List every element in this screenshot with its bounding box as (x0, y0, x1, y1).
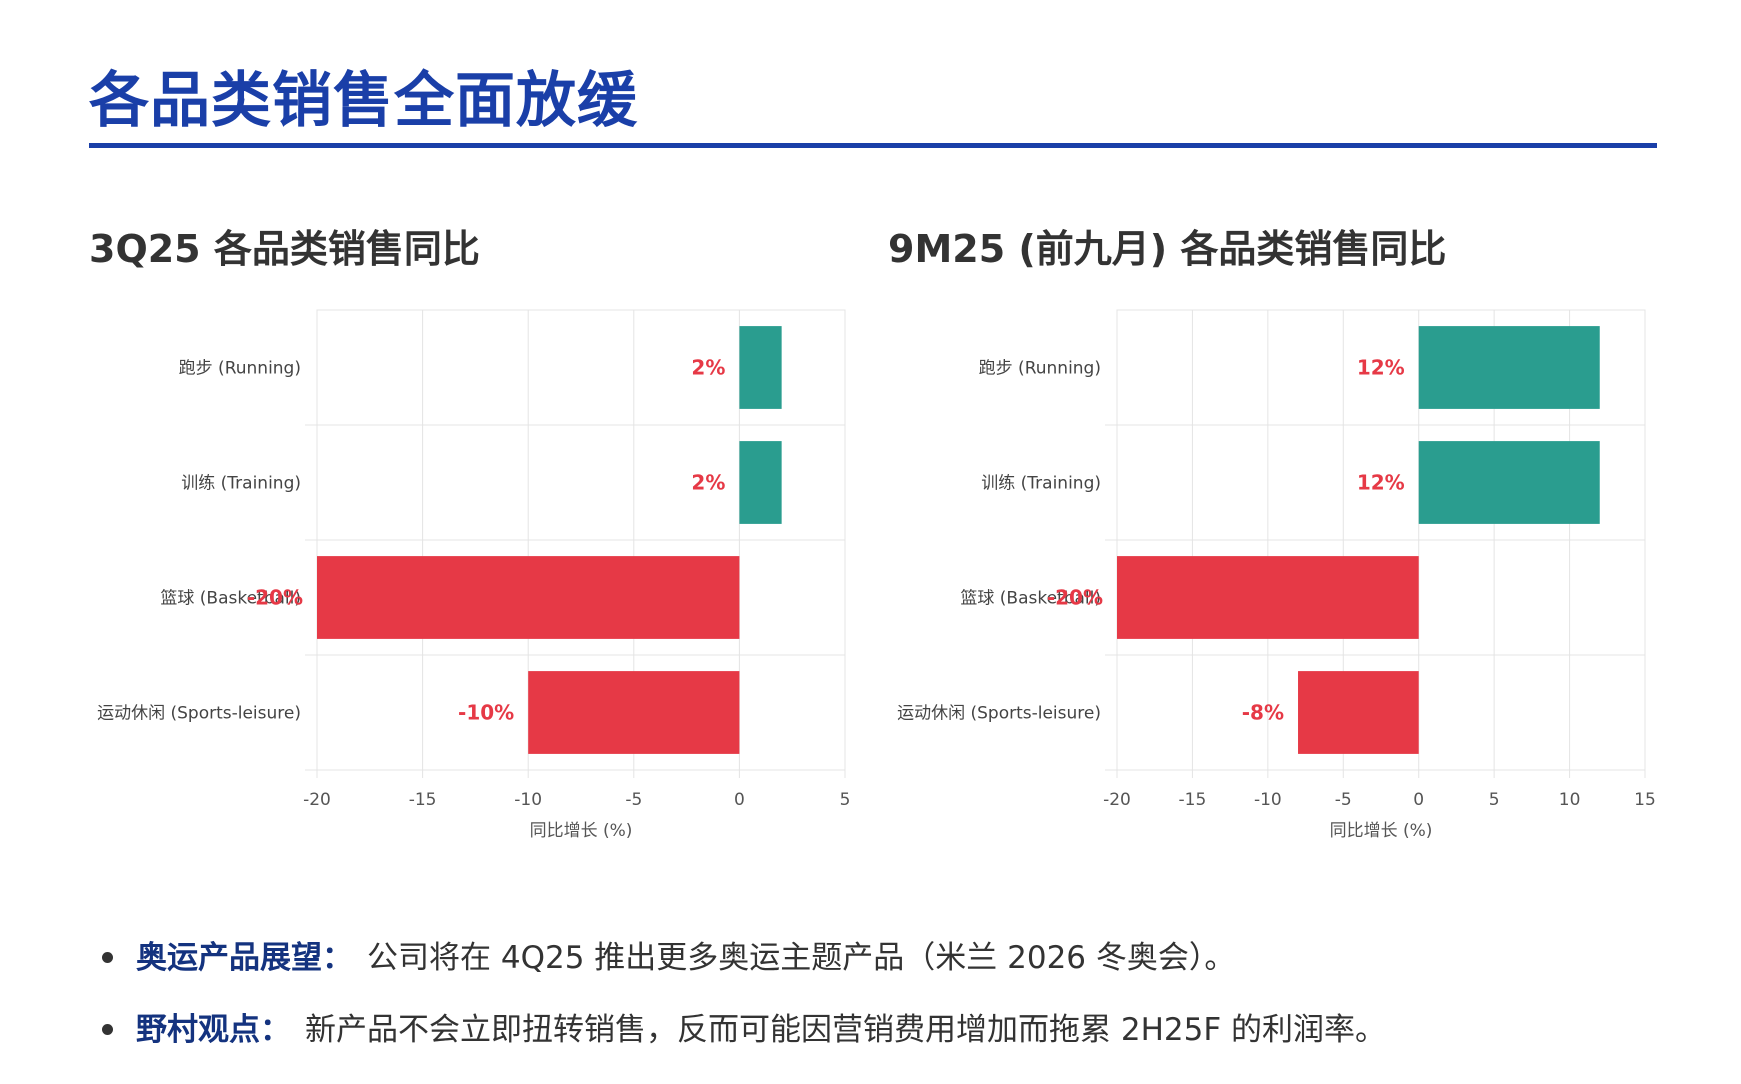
bullet-item-olympics: 奥运产品展望： 公司将在 4Q25 推出更多奥运主题产品（米兰 2026 冬奥会）… (100, 940, 1386, 976)
bar-2 (1117, 556, 1419, 639)
bullet-text: 公司将在 4Q25 推出更多奥运主题产品（米兰 2026 冬奥会）。 (367, 940, 1236, 976)
category-label: 训练 (Training) (181, 474, 301, 494)
bullet-list: 奥运产品展望： 公司将在 4Q25 推出更多奥运主题产品（米兰 2026 冬奥会）… (100, 940, 1386, 1084)
x-tick-label: -15 (409, 790, 437, 810)
bar-1 (739, 441, 782, 524)
value-label: -20% (247, 586, 303, 610)
x-tick-label: -10 (1254, 790, 1282, 810)
chart-title-9m25: 9M25 (前九月) 各品类销售同比 (888, 227, 1447, 271)
value-label: 2% (691, 356, 725, 380)
bullet-item-nomura-view: 野村观点： 新产品不会立即扭转销售，反而可能因营销费用增加而拖累 2H25F 的利… (100, 1012, 1386, 1048)
x-tick-label: 10 (1559, 790, 1581, 810)
value-label: -8% (1242, 701, 1284, 725)
x-tick-label: -5 (625, 790, 642, 810)
bullet-dot (102, 1024, 113, 1035)
bar-3 (1298, 671, 1419, 754)
x-tick-label: -5 (1335, 790, 1352, 810)
x-axis-title: 同比增长 (%) (1330, 821, 1433, 841)
bar-1 (1418, 441, 1600, 524)
category-label: 跑步 (Running) (979, 359, 1101, 379)
x-tick-label: -15 (1179, 790, 1207, 810)
x-axis-title: 同比增长 (%) (530, 821, 633, 841)
x-tick-label: 15 (1634, 790, 1656, 810)
value-label: -20% (1047, 586, 1103, 610)
category-label: 训练 (Training) (981, 474, 1101, 494)
x-tick-label: 5 (840, 790, 851, 810)
value-label: 12% (1357, 356, 1405, 380)
x-tick-label: 5 (1489, 790, 1500, 810)
x-tick-label: 0 (1413, 790, 1424, 810)
value-label: -10% (458, 701, 514, 725)
bar-0 (739, 326, 782, 409)
chart-3q25: -20 -15 -10 -5 0 5 跑步 (Running) 2% 训练 (Training)… (97, 309, 851, 841)
title-rule (89, 143, 1657, 148)
x-tick-label: -10 (514, 790, 542, 810)
category-label: 篮球 (Basketball) (960, 589, 1101, 609)
x-tick-label: 0 (734, 790, 745, 810)
category-label: 跑步 (Running) (179, 359, 301, 379)
bullet-key: 奥运产品展望： (136, 940, 353, 976)
chart-9m25: -20 -15 -10 -5 0 5 10 15 跑步 (Running) 12% 训练 (Trai… (897, 309, 1656, 841)
category-label: 篮球 (Basketball) (160, 589, 301, 609)
category-label: 运动休闲 (Sports-leisure) (897, 704, 1101, 724)
bar-3 (528, 671, 740, 754)
x-tick-label: -20 (303, 790, 331, 810)
value-label: 2% (691, 471, 725, 495)
x-tick-label: -20 (1103, 790, 1131, 810)
bar-2 (317, 556, 740, 639)
bullet-text: 新产品不会立即扭转销售，反而可能因营销费用增加而拖累 2H25F 的利润率。 (305, 1012, 1387, 1048)
category-label: 运动休闲 (Sports-leisure) (97, 704, 301, 724)
bar-0 (1418, 326, 1600, 409)
page-title: 各品类销售全面放缓 (89, 66, 638, 136)
bullet-key: 野村观点： (136, 1012, 291, 1048)
bullet-dot (102, 952, 113, 963)
value-label: 12% (1357, 471, 1405, 495)
chart-title-3q25: 3Q25 各品类销售同比 (89, 227, 480, 271)
